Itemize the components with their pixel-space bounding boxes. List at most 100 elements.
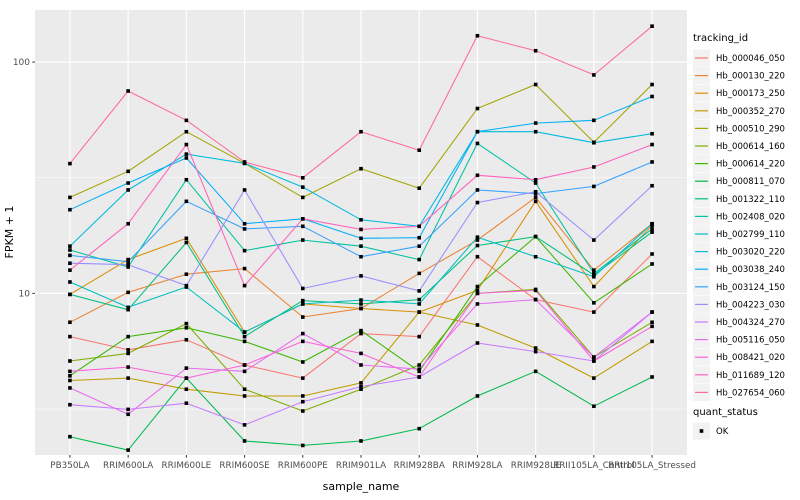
data-point <box>184 142 189 147</box>
legend-item-label: Hb_002408_020 <box>716 212 785 222</box>
data-point <box>126 89 130 93</box>
data-point <box>184 199 189 204</box>
legend-item-label: Hb_000614_220 <box>716 160 785 170</box>
data-point <box>359 218 363 222</box>
data-point <box>242 160 247 164</box>
data-point <box>68 261 72 266</box>
data-point <box>417 334 422 339</box>
x-tick-label: RRIM928LE <box>511 461 561 471</box>
data-point <box>184 240 189 245</box>
data-point <box>184 337 189 342</box>
data-point <box>300 286 305 291</box>
data-point <box>184 283 189 288</box>
data-point <box>359 166 363 171</box>
data-point <box>650 230 654 234</box>
data-point <box>650 339 654 344</box>
data-point <box>126 348 130 352</box>
data-point <box>592 73 596 77</box>
data-point <box>184 401 189 405</box>
data-point <box>359 328 363 333</box>
data-point <box>126 376 130 380</box>
data-point <box>533 369 538 374</box>
legend-item-label: Hb_000130_220 <box>716 72 785 82</box>
data-point <box>68 244 72 248</box>
data-point <box>592 238 596 242</box>
data-point <box>126 334 130 339</box>
data-point <box>592 184 596 189</box>
data-point <box>242 369 247 374</box>
data-point <box>184 152 189 156</box>
data-point <box>650 131 654 136</box>
data-point <box>68 402 72 407</box>
data-point <box>126 407 130 412</box>
data-point <box>300 195 305 200</box>
data-point <box>359 384 363 389</box>
data-point <box>650 82 654 87</box>
y-tick-label: 100 <box>13 58 30 68</box>
data-point <box>650 160 654 164</box>
data-point <box>242 248 247 253</box>
x-tick-label: RRIM928BA <box>394 461 445 471</box>
data-point <box>592 404 596 409</box>
x-tick-label: RRIM901LA <box>336 461 386 471</box>
data-point <box>126 351 130 356</box>
data-point <box>68 359 72 363</box>
data-point <box>650 375 654 379</box>
legend-item-label: Hb_003124_150 <box>716 283 785 293</box>
data-point <box>359 351 363 356</box>
legend-item-label: Hb_008421_020 <box>716 353 785 363</box>
data-point <box>592 268 596 272</box>
data-point <box>126 412 130 417</box>
data-point <box>184 376 189 380</box>
data-point <box>650 252 654 256</box>
x-tick-label: RRIM600PE <box>278 461 328 471</box>
data-point <box>184 366 189 370</box>
data-point <box>68 248 72 252</box>
data-point <box>126 262 130 267</box>
data-point <box>242 334 247 339</box>
data-point <box>592 355 596 359</box>
data-point <box>592 118 596 123</box>
data-point <box>592 165 596 169</box>
data-point <box>533 189 538 194</box>
data-point <box>533 199 538 204</box>
data-point <box>242 363 247 367</box>
data-point <box>126 307 130 312</box>
data-point <box>68 434 72 439</box>
data-point <box>533 191 538 196</box>
data-point <box>417 375 422 379</box>
x-tick-label: RRII105LA_Stressed <box>608 461 696 471</box>
legend-item-label: Hb_027654_060 <box>716 388 785 398</box>
data-point <box>359 254 363 259</box>
data-point <box>475 341 480 345</box>
data-point <box>475 254 480 259</box>
data-point <box>300 298 305 303</box>
data-point <box>126 221 130 226</box>
legend-item-label: OK <box>716 427 729 437</box>
data-point <box>417 271 422 276</box>
data-point <box>533 234 538 239</box>
legend-item-label: Hb_003020_220 <box>716 248 785 258</box>
data-point <box>475 238 480 242</box>
data-point <box>68 374 72 378</box>
data-point <box>533 195 538 200</box>
data-point <box>417 369 422 374</box>
data-point <box>242 423 247 427</box>
data-point <box>475 288 480 293</box>
data-point <box>300 331 305 336</box>
x-tick-label: RRIM928LA <box>452 461 502 471</box>
data-point <box>650 320 654 325</box>
data-point <box>68 207 72 212</box>
data-point <box>126 290 130 295</box>
data-point <box>417 148 422 152</box>
data-point <box>300 376 305 380</box>
data-point <box>592 359 596 363</box>
data-point <box>650 221 654 226</box>
data-point <box>650 227 654 231</box>
data-point <box>359 274 363 278</box>
data-point <box>126 188 130 192</box>
data-point <box>650 183 654 188</box>
data-point <box>533 288 538 293</box>
legend-item-label: Hb_000811_070 <box>716 177 785 187</box>
